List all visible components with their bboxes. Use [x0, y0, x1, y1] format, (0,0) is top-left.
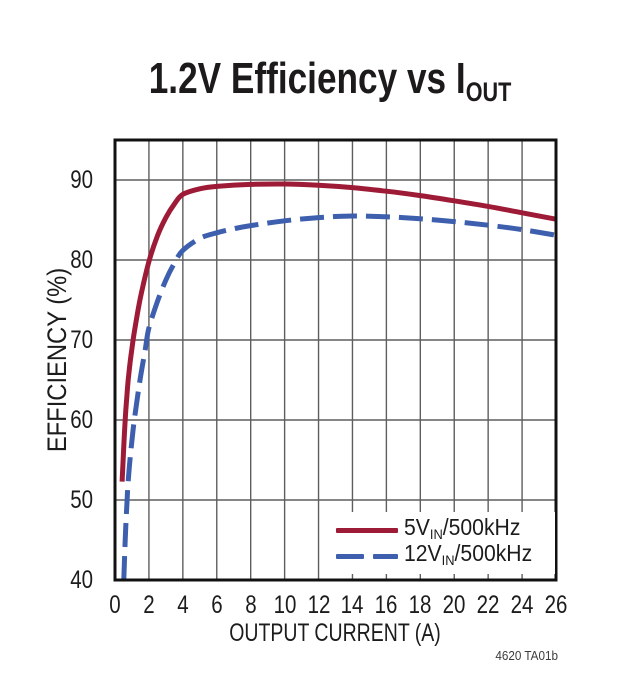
- x-tick-label: 10: [273, 591, 297, 619]
- x-tick-label: 4: [177, 591, 189, 619]
- x-tick-label: 2: [143, 591, 155, 619]
- y-tick-label: 40: [70, 566, 93, 594]
- x-tick-label: 24: [510, 591, 534, 619]
- legend-label-suffix: /500kHz: [454, 539, 533, 566]
- x-tick-label: 0: [109, 591, 121, 619]
- plot-frame: [113, 138, 558, 582]
- series-curve-dashed: [121, 213, 557, 581]
- legend: 5VIN/500kHz 12VIN/500kHz: [336, 512, 555, 574]
- y-tick-label: 50: [70, 486, 93, 514]
- legend-label-text: 12V: [404, 539, 442, 566]
- legend-swatch-dashed-line: [336, 553, 398, 559]
- figure-reference-number: 4620 TA01b: [495, 648, 558, 663]
- legend-label-text: 5V: [404, 513, 430, 540]
- x-tick-label: 20: [442, 591, 466, 619]
- y-tick-label: 90: [70, 166, 93, 194]
- x-tick-label: 18: [408, 591, 432, 619]
- x-tick-label: 14: [341, 591, 364, 619]
- legend-swatch-solid-line: [336, 527, 398, 533]
- legend-label-subscript: IN: [429, 525, 443, 542]
- y-axis-title: EFFICIENCY (%): [42, 267, 72, 453]
- x-tick-label: 6: [211, 591, 223, 619]
- legend-item-12vin: 12VIN/500kHz: [336, 540, 555, 569]
- legend-item-5vin: 5VIN/500kHz: [336, 514, 555, 543]
- legend-label-12vin: 12VIN/500kHz: [404, 540, 532, 573]
- x-tick-label: 16: [374, 591, 398, 619]
- chart-title-subscript: OUT: [465, 77, 512, 107]
- y-tick-label: 70: [70, 326, 93, 354]
- y-tick-label: 80: [70, 246, 93, 274]
- x-tick-label: 8: [244, 591, 257, 619]
- chart-title-text: 1.2V Efficiency vs I: [148, 54, 466, 103]
- chart-title: 1.2V Efficiency vs IOUT: [149, 57, 512, 106]
- legend-label-subscript: IN: [441, 551, 455, 568]
- x-tick-label: 26: [544, 591, 568, 619]
- x-tick-label: 22: [476, 591, 500, 619]
- series-curve-solid: [119, 181, 557, 482]
- legend-label-5vin: 5VIN/500kHz: [404, 514, 520, 547]
- x-axis-title: OUTPUT CURRENT (A): [229, 619, 441, 647]
- x-tick-label: 12: [307, 591, 330, 619]
- legend-label-suffix: /500kHz: [442, 513, 521, 540]
- y-tick-label: 60: [70, 406, 93, 434]
